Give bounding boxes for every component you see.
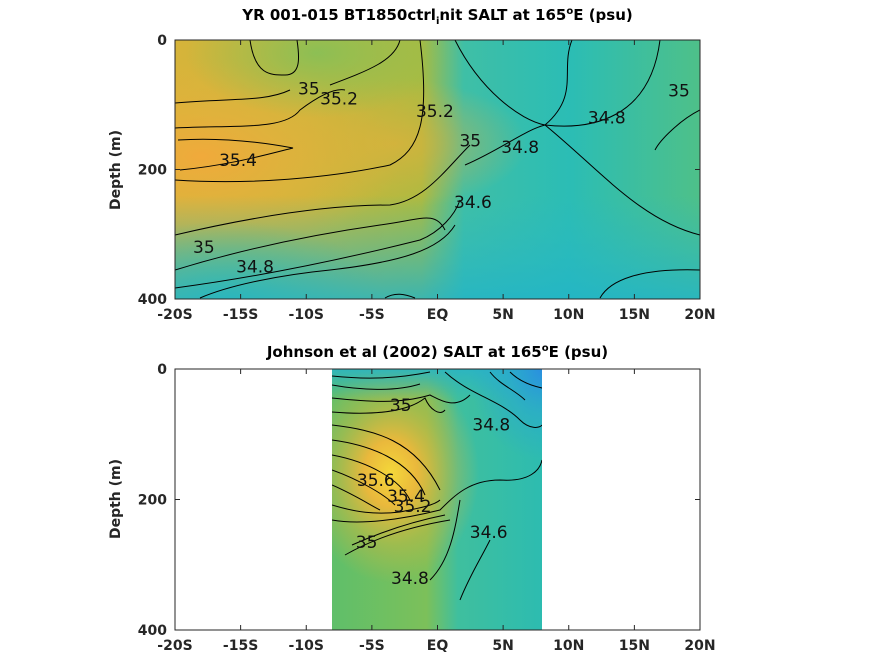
x-tick-label-bottom: 10N	[553, 638, 584, 654]
x-tick-label-bottom: 5N	[492, 638, 513, 654]
contour-label-bottom: 35	[390, 396, 412, 416]
contour-label-bottom: 35.2	[394, 497, 432, 517]
title-bottom-sup: o	[541, 343, 549, 354]
contour-labels-bottom: 35 34.8 35.635.435.2 35 34.6 34.8	[356, 396, 510, 589]
title-bottom-end: E (psu)	[548, 343, 609, 361]
x-tick-label-bottom: -5S	[359, 638, 385, 654]
y-tick-label-bottom: 200	[138, 493, 167, 509]
contour-label-top: 34.8	[501, 138, 539, 158]
title-top-sub: i	[435, 16, 440, 27]
contour-label-top: 34.8	[236, 258, 274, 278]
contour-lines-top	[175, 40, 700, 299]
title-top-text-2: nit SALT at 165	[439, 6, 567, 24]
contour-label-top: 35	[298, 80, 320, 100]
panel-bottom: 35 34.8 35.635.435.2 35 34.6 34.8 -20S -15S -10…	[108, 362, 716, 654]
y-tick-label-bottom: 400	[138, 623, 167, 639]
contour-label-bottom: 34.8	[472, 415, 510, 435]
ylabel-top: Depth (m)	[108, 130, 124, 210]
title-top-sup: o	[566, 6, 574, 17]
x-tick-label-bottom: EQ	[427, 638, 449, 654]
x-tick-label-top: 15N	[619, 307, 650, 323]
contour-label-bottom: 34.8	[391, 569, 429, 589]
y-tick-label-top: 200	[138, 163, 167, 179]
x-tick-label-bottom: 15N	[619, 638, 650, 654]
y-tick-label-bottom: 0	[157, 362, 167, 378]
y-tick-label-top: 0	[157, 33, 167, 49]
title-top-text: YR 001-015 BT1850ctrl	[242, 6, 436, 24]
x-tick-label-bottom: -15S	[223, 638, 258, 654]
contour-label-bottom: 35.6	[357, 471, 395, 491]
x-tick-label-top: -20S	[157, 307, 192, 323]
x-tick-label-bottom: -10S	[289, 638, 324, 654]
chart-title-bottom: Johnson et al (2002) SALT at 165oE (psu)	[175, 343, 700, 361]
x-tick-label-top: 10N	[553, 307, 584, 323]
x-tick-label-top: 5N	[492, 307, 513, 323]
title-bottom-text: Johnson et al (2002) SALT at 165	[266, 343, 542, 361]
ylabel-bottom: Depth (m)	[108, 459, 124, 539]
y-tick-label-top: 400	[138, 292, 167, 308]
x-tick-label-bottom: 20N	[684, 638, 715, 654]
x-tick-label-top: EQ	[427, 307, 449, 323]
x-tick-label-top: -15S	[223, 307, 258, 323]
x-tick-label-top: 20N	[684, 307, 715, 323]
contour-label-top: 35	[193, 238, 215, 258]
contour-label-top: 35	[459, 131, 481, 151]
contour-label-top: 35.2	[416, 102, 454, 122]
x-tick-label-top: -5S	[359, 307, 385, 323]
title-top-end: E (psu)	[573, 6, 633, 24]
contour-lines-bottom	[332, 371, 542, 601]
x-tick-label-top: -10S	[289, 307, 324, 323]
chart-title-top: YR 001-015 BT1850ctrlinit SALT at 165oE …	[175, 6, 700, 27]
contour-label-top: 35.4	[219, 151, 257, 171]
x-tick-label-bottom: -20S	[157, 638, 192, 654]
contour-label-top: 34.6	[454, 193, 492, 213]
contour-label-bottom: 35	[356, 533, 378, 553]
ticks-top: -20S -15S -10S -5S EQ 5N 10N 15N 20N 0 200 400	[138, 33, 716, 323]
ticks-bottom: -20S -15S -10S -5S EQ 5N 10N 15N 20N 0 200 400	[138, 362, 716, 654]
contour-label-bottom: 34.6	[470, 523, 508, 543]
salinity-field-bottom: 35 34.8 35.635.435.2 35 34.6 34.8	[332, 369, 542, 630]
contour-label-top: 35.2	[320, 89, 358, 109]
contour-label-top: 35	[668, 82, 690, 102]
contour-label-bottom: 35.4	[387, 487, 425, 507]
contour-label-top: 34.8	[588, 109, 626, 129]
